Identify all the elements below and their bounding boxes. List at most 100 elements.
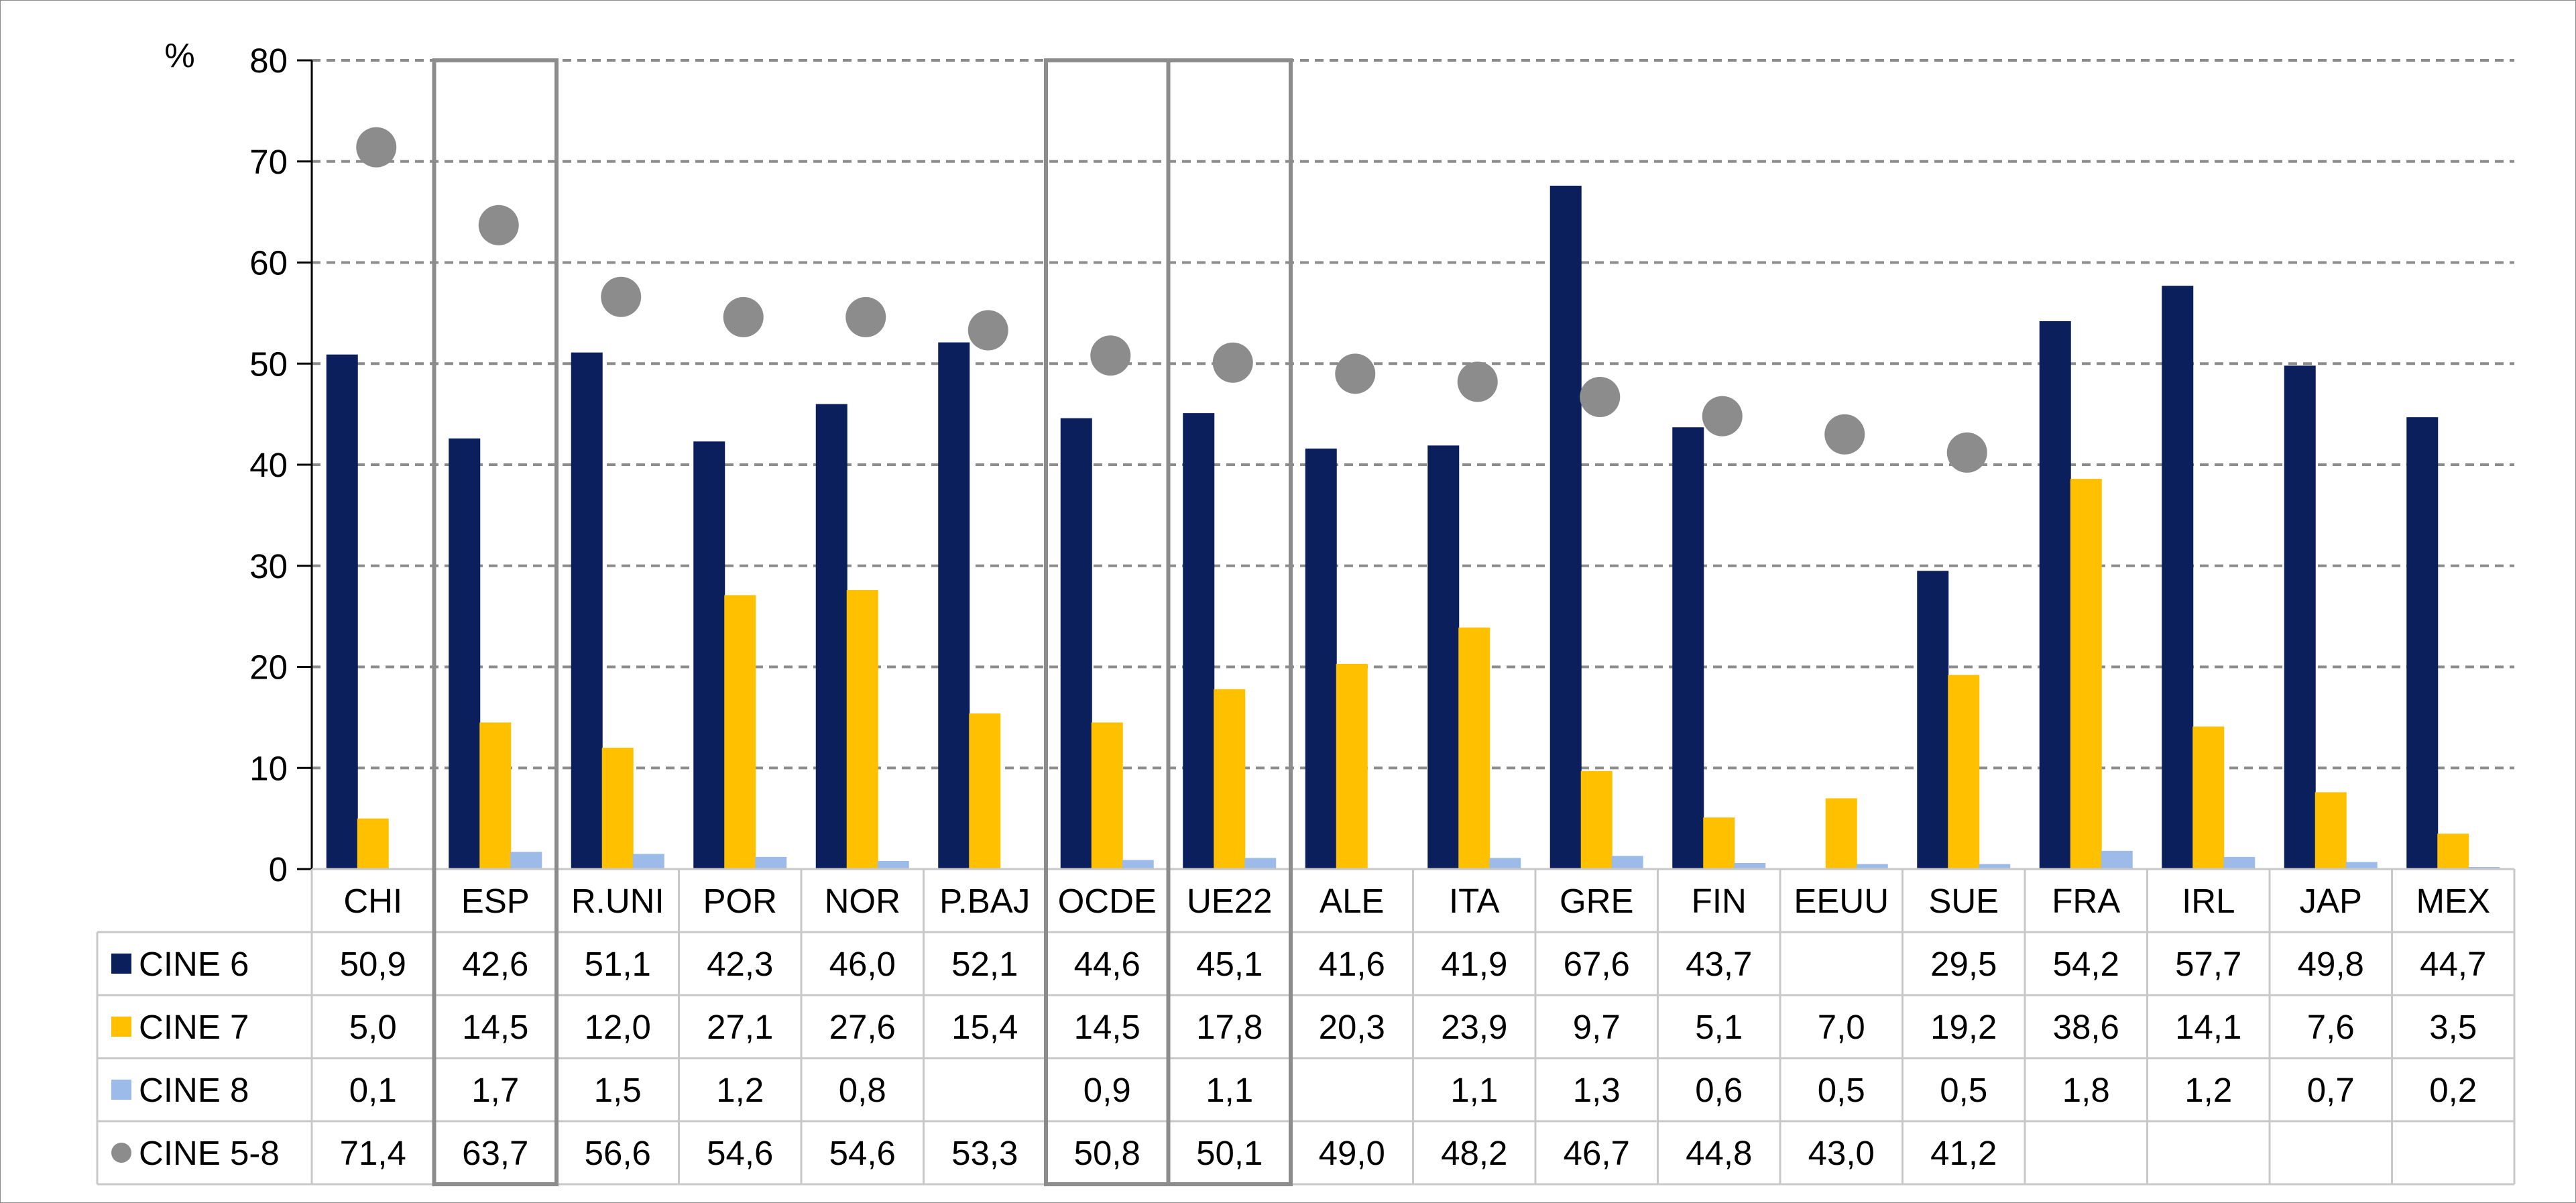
data-value-label: 48,2	[1441, 1134, 1507, 1172]
data-value-label: 57,7	[2175, 945, 2241, 983]
data-value-label: 44,6	[1074, 945, 1140, 983]
legend-series-name: CINE 5-8	[139, 1134, 280, 1172]
data-value-label: 0,5	[1940, 1071, 1987, 1109]
bar-cine-7	[357, 818, 389, 869]
bar-cine-7	[1214, 689, 1246, 869]
data-value-label: 71,4	[340, 1134, 406, 1172]
bar-cine-6	[1917, 571, 1949, 869]
bar-cine-6	[2406, 417, 2439, 869]
data-value-label: 17,8	[1196, 1008, 1263, 1046]
bar-cine-8	[1856, 864, 1888, 869]
y-tick-label: 60	[249, 244, 288, 282]
y-tick-label: 20	[249, 648, 288, 687]
bar-cine-7	[2315, 792, 2347, 869]
category-label: MEX	[2416, 882, 2490, 920]
data-value-label: 1,3	[1573, 1071, 1621, 1109]
data-value-label: 27,6	[829, 1008, 896, 1046]
marker-cine-5-8	[1824, 414, 1865, 455]
data-value-label: 9,7	[1573, 1008, 1621, 1046]
data-value-label: 44,7	[2420, 945, 2486, 983]
marker-cine-5-8	[1580, 376, 1621, 417]
bar-cine-8	[1489, 858, 1521, 869]
y-axis-unit-label: %	[164, 36, 194, 74]
y-tick-label: 30	[249, 547, 288, 585]
y-tick-label: 80	[249, 42, 288, 80]
y-tick-label: 40	[249, 446, 288, 484]
data-value-label: 41,9	[1441, 945, 1507, 983]
marker-cine-5-8	[1702, 396, 1743, 437]
category-label: R.UNI	[571, 882, 664, 920]
bar-cine-7	[601, 748, 634, 869]
bar-cine-6	[1672, 427, 1704, 869]
bar-cine-6	[815, 404, 847, 869]
data-value-label: 0,2	[2429, 1071, 2477, 1109]
bar-cine-8	[1734, 862, 1766, 869]
highlight-box	[1166, 58, 1293, 1186]
y-tick-label: 0	[269, 850, 288, 889]
category-label: FRA	[2052, 882, 2120, 920]
data-value-label: 0,6	[1695, 1071, 1743, 1109]
marker-cine-5-8	[478, 205, 519, 245]
legend-key-box	[111, 954, 131, 974]
data-value-label: 3,5	[2429, 1008, 2477, 1046]
bar-cine-6	[449, 438, 481, 869]
data-value-label: 14,1	[2175, 1008, 2241, 1046]
data-value-label: 45,1	[1196, 945, 1263, 983]
bar-cine-7	[1458, 627, 1490, 869]
bar-cine-7	[479, 722, 512, 869]
data-value-label: 54,2	[2053, 945, 2119, 983]
data-value-label: 67,6	[1564, 945, 1630, 983]
data-value-label: 43,7	[1686, 945, 1752, 983]
bar-cine-7	[1336, 663, 1368, 869]
marker-cine-5-8	[1457, 361, 1498, 402]
bar-cine-7	[2437, 834, 2469, 869]
marker-cine-5-8	[1090, 335, 1131, 376]
category-label: ITA	[1449, 882, 1500, 920]
bar-cine-8	[755, 856, 787, 869]
marker-cine-5-8	[601, 276, 642, 317]
data-value-label: 1,2	[2184, 1071, 2232, 1109]
bar-cine-8	[510, 852, 542, 869]
category-label: UE22	[1187, 882, 1273, 920]
data-value-label: 20,3	[1319, 1008, 1385, 1046]
bar-cine-8	[1122, 860, 1154, 869]
data-value-label: 54,6	[707, 1134, 773, 1172]
bar-cine-8	[2468, 866, 2500, 869]
legend-key-marker	[111, 1143, 131, 1163]
data-value-label: 14,5	[1074, 1008, 1140, 1046]
marker-cine-5-8	[1335, 353, 1376, 394]
data-value-label: 19,2	[1930, 1008, 1997, 1046]
data-value-label: 15,4	[951, 1008, 1018, 1046]
marker-cine-5-8	[356, 127, 397, 168]
bar-cine-7	[2070, 479, 2102, 869]
highlight-box	[432, 58, 559, 1186]
data-value-label: 50,8	[1074, 1134, 1140, 1172]
category-label: ALE	[1320, 882, 1384, 920]
legend-series-name: CINE 7	[139, 1008, 249, 1046]
category-label: POR	[703, 882, 777, 920]
data-value-label: 46,0	[829, 945, 896, 983]
data-value-label: 0,5	[1818, 1071, 1865, 1109]
data-value-label: 27,1	[707, 1008, 773, 1046]
bar-cine-8	[1611, 856, 1643, 869]
bar-cine-7	[2192, 726, 2225, 869]
data-value-label: 56,6	[585, 1134, 651, 1172]
bar-cine-8	[2345, 862, 2378, 869]
category-label: IRL	[2182, 882, 2235, 920]
data-value-label: 51,1	[585, 945, 651, 983]
data-value-label: 42,3	[707, 945, 773, 983]
category-label: FIN	[1692, 882, 1747, 920]
data-value-label: 38,6	[2053, 1008, 2119, 1046]
data-value-label: 1,2	[716, 1071, 764, 1109]
data-value-label: 50,9	[340, 945, 406, 983]
data-value-label: 0,8	[839, 1071, 886, 1109]
data-value-label: 1,1	[1450, 1071, 1498, 1109]
bar-cine-7	[1580, 770, 1613, 869]
data-value-label: 52,1	[951, 945, 1018, 983]
bar-cine-6	[2039, 321, 2071, 869]
category-label: EEUU	[1794, 882, 1889, 920]
category-label: JAP	[2299, 882, 2362, 920]
bar-cine-6	[1305, 448, 1337, 869]
data-value-label: 42,6	[462, 945, 528, 983]
